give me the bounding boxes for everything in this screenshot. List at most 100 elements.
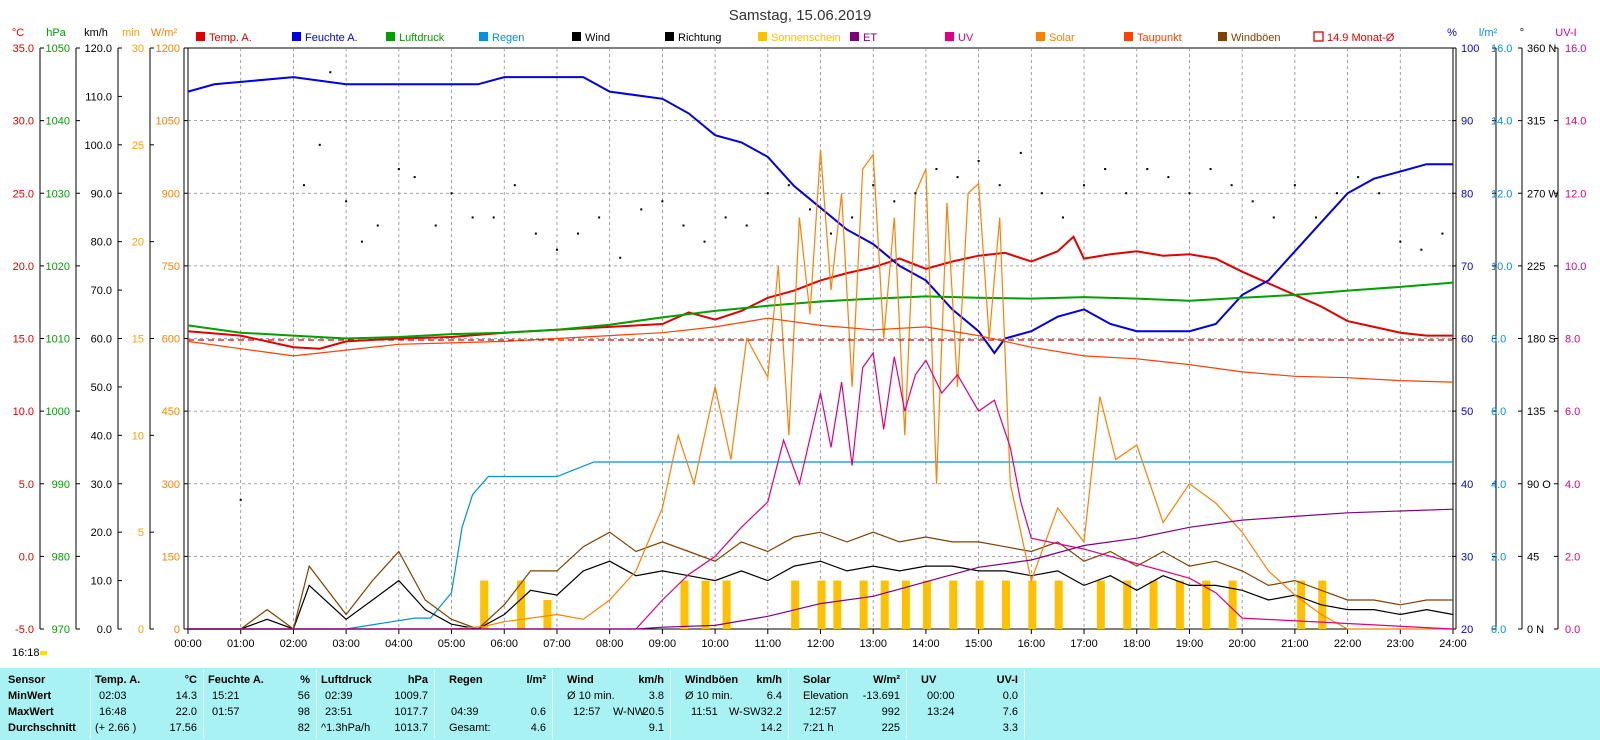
wind-direction-dot [661,200,664,203]
y-tick-label-sunmin: 20 [132,237,144,249]
y-tick-label-press: 990 [52,479,70,491]
sunshine-bar [1175,580,1184,629]
stats-row-label: Durchschnitt [8,722,76,734]
series-line [188,531,1453,631]
stats-time: 13:24 [927,706,955,718]
y-tick-label-uvi: 6.0 [1565,406,1580,418]
separator [434,670,435,738]
legend-swatch [1036,32,1045,41]
wind-direction-dot [555,248,558,251]
wind-direction-dot [1272,216,1275,219]
y-tick-label-hum: 20 [1461,624,1473,636]
series-line [187,317,1454,383]
y-tick-label-dir: 225 [1527,261,1545,273]
legend-label: UV [958,32,974,44]
y-tick-label-rain: 10.0 [1491,261,1512,273]
stats-col-wind: Wind km/h Ø 10 min. 3.8 12:57 W-NW 20.5 … [553,668,670,740]
stats-time: 02:03 [99,690,127,702]
wind-direction-dot [1357,176,1360,179]
wind-direction-dot [1230,184,1233,187]
y-tick-label-sunmin: 0 [138,624,144,636]
stats-unit: °C [184,674,197,686]
wind-direction-dot [376,224,379,227]
stats-time: 04:39 [451,706,479,718]
y-tick-label-solar: 900 [162,188,180,200]
y-tick-label-dir: 135 [1527,406,1545,418]
y-tick-label-wind: 30.0 [91,479,112,491]
wind-direction-dot [534,232,537,235]
x-tick-label: 02:00 [280,638,308,650]
wind-direction-dot [1420,248,1423,251]
sunshine-bar [701,580,710,629]
wind-direction-dot [1399,240,1402,243]
wind-direction-dot [893,200,896,203]
y-tick-label-press: 1010 [46,334,70,346]
wind-direction-dot [1040,192,1043,195]
stats-header: Regen [449,674,483,686]
x-tick-label: 13:00 [859,638,887,650]
sunshine-bar [1202,580,1211,629]
wind-direction-dot [682,224,685,227]
y-tick-label-temp: 20.0 [13,261,34,273]
y-tick-label-hum: 90 [1461,116,1473,128]
y-tick-label-temp: 15.0 [13,334,34,346]
wind-direction-dot [619,256,622,259]
legend-swatch [292,32,301,41]
stats-time: ^1.3hPa/h [321,722,371,734]
stats-value: 0.6 [530,706,546,718]
wind-direction-dot [1378,192,1381,195]
y-tick-label-rain: 4.0 [1491,479,1506,491]
y-tick-label-hum: 40 [1461,479,1473,491]
stats-value: 1009.7 [394,690,428,702]
legend-label: Temp. A. [209,32,252,44]
wind-direction-dot [302,184,305,187]
stats-unit: km/h [638,674,664,686]
stats-col-press: Luftdruck hPa 02:39 1009.7 23:51 1017.7 … [317,668,434,740]
sunshine-bar [680,580,689,629]
sunshine-bar [480,580,489,629]
y-axis-unit-hum: % [1447,27,1457,39]
legend-swatch [758,32,767,41]
wind-direction-dot [787,184,790,187]
sunshine-bar [833,580,842,629]
y-tick-label-solar: 300 [162,479,180,491]
wind-direction-dot [640,208,643,211]
y-tick-label-wind: 50.0 [91,382,112,394]
stats-col-temp: Temp. A. °C 02:03 14.3 16:48 22.0 (+ 2.6… [91,668,203,740]
separator [552,670,553,738]
wind-direction-dot [329,71,332,74]
y-tick-label-temp: 35.0 [13,43,34,55]
y-tick-label-rain: 0.0 [1491,624,1506,636]
wind-direction-dot [397,168,400,171]
y-tick-label-sunmin: 15 [132,334,144,346]
wind-direction-dot [1083,184,1086,187]
y-tick-label-wind: 40.0 [91,430,112,442]
y-tick-label-rain: 6.0 [1491,406,1506,418]
y-tick-label-dir: 180 S [1527,334,1556,346]
y-tick-label-rain: 14.0 [1491,116,1512,128]
stats-value: 992 [881,706,900,718]
sunshine-bar [901,580,910,629]
legend-label: Windböen [1231,32,1281,44]
legend-label: Sonnenschein [771,32,841,44]
wind-direction-dot [434,224,437,227]
y-tick-label-press: 1040 [46,116,70,128]
stats-value: 20.5 [642,706,664,718]
y-tick-label-wind: 0.0 [97,624,112,636]
stats-value: 3.3 [1002,722,1018,734]
wind-direction-dot [1188,192,1191,195]
stats-time: 12:57 [573,706,601,718]
sunshine-bar [791,580,800,629]
y-tick-label-uvi: 10.0 [1565,261,1586,273]
x-tick-label: 20:00 [1228,638,1256,650]
y-tick-label-sunmin: 30 [132,43,144,55]
legend: Temp. A. Feuchte A. Luftdruck Regen Wind Rich… [196,31,1395,44]
y-tick-label-solar: 600 [162,334,180,346]
x-tick-label: 16:00 [1018,638,1046,650]
y-tick-label-solar: 1050 [156,116,180,128]
y-tick-label-dir: 360 N [1527,43,1556,55]
stats-value: 6.4 [766,690,782,702]
sunshine-bar [859,580,868,629]
y-tick-label-temp: 10.0 [13,406,34,418]
wind-direction-dot [766,192,769,195]
